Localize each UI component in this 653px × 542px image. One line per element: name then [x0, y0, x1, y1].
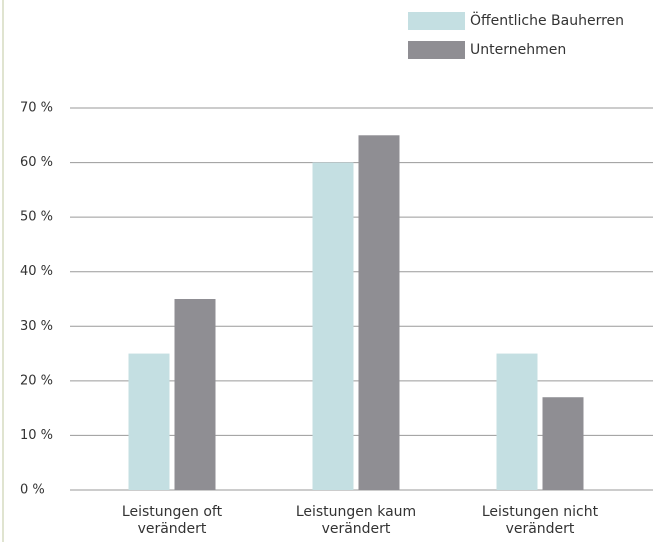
legend-swatch — [408, 41, 465, 59]
y-tick-label: 50 % — [20, 210, 53, 225]
x-tick-label: Leistungen kaum verändert — [295, 504, 417, 537]
x-tick-label: Leistungen oft verändert — [121, 504, 223, 537]
bar — [542, 397, 584, 490]
x-tick-label: Leistungen nicht verändert — [481, 504, 599, 537]
y-tick-label: 30 % — [20, 319, 53, 334]
bar — [312, 162, 354, 491]
y-tick-label: 70 % — [20, 101, 53, 116]
y-tick-label: 10 % — [20, 428, 53, 443]
bar — [174, 299, 216, 490]
y-tick-label: 0 % — [20, 483, 45, 498]
bar — [496, 353, 538, 490]
legend-label: Unternehmen — [470, 42, 566, 58]
bar — [128, 353, 170, 490]
legend-label: Öffentliche Bauherren — [470, 11, 624, 29]
bar — [358, 135, 400, 491]
legend-swatch — [408, 12, 465, 30]
y-tick-label: 20 % — [20, 373, 53, 388]
y-tick-label: 40 % — [20, 264, 53, 279]
y-tick-label: 60 % — [20, 155, 53, 170]
